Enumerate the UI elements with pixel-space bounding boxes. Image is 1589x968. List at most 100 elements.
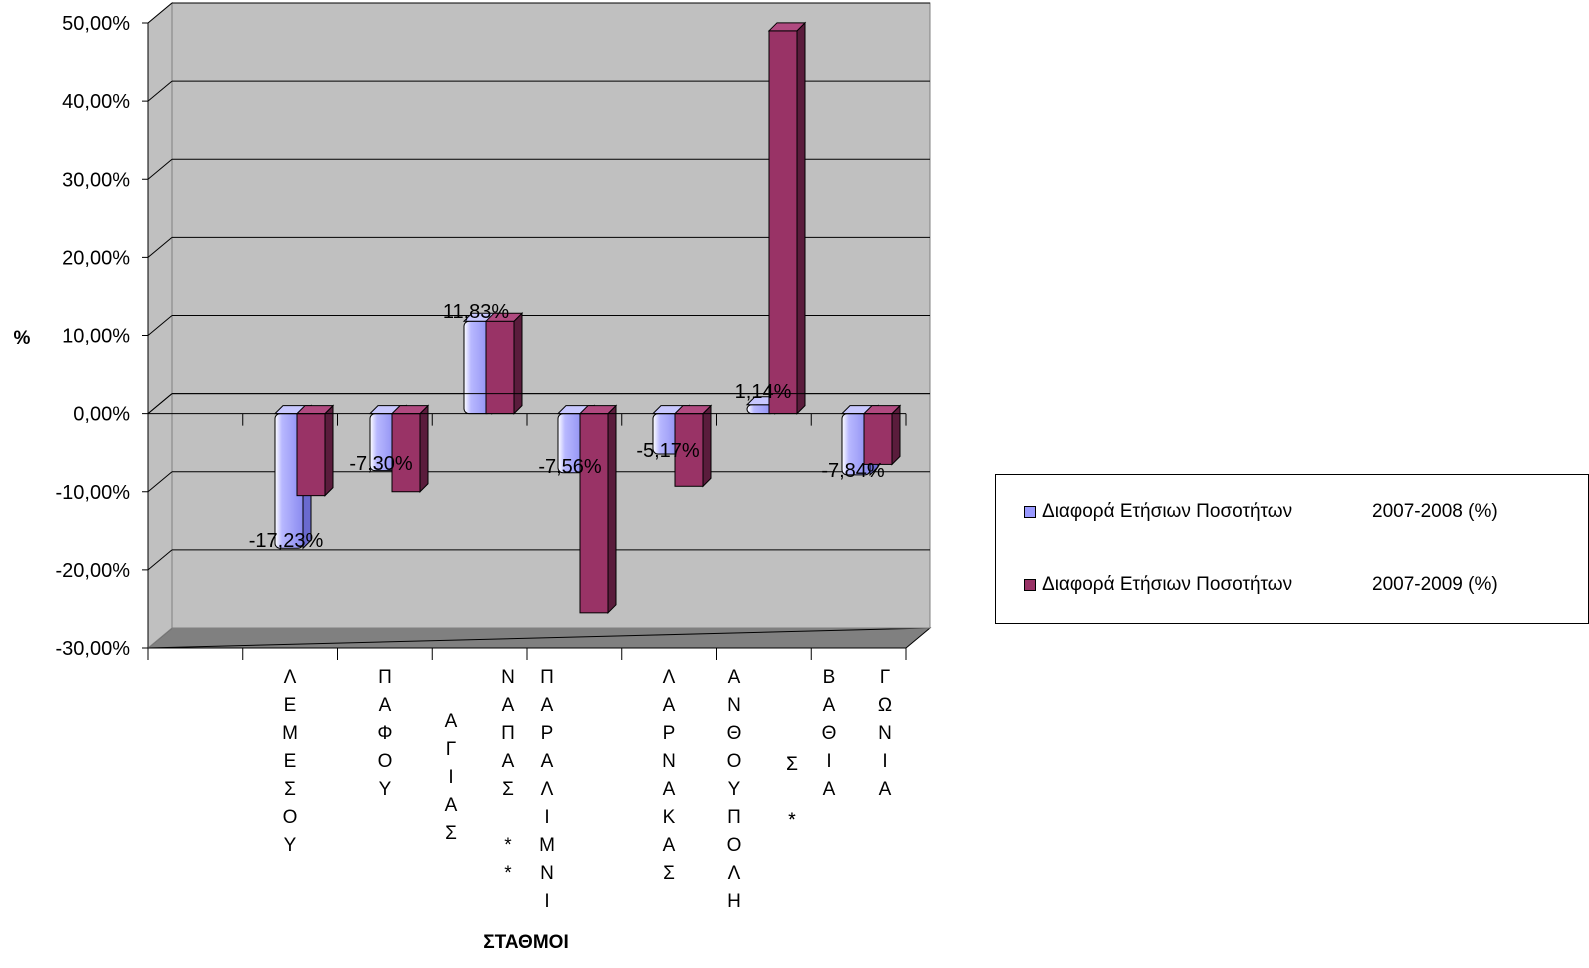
x-category-letter: Θ <box>727 723 742 744</box>
legend-swatch-series-2 <box>1024 579 1036 591</box>
bar-side <box>513 311 523 415</box>
x-category-letter: Λ <box>728 863 741 884</box>
x-category-letter: Ε <box>284 751 297 772</box>
x-category-letter: Ι <box>448 767 453 788</box>
x-category-letter: Α <box>728 667 741 688</box>
bar-series-2 <box>295 404 335 497</box>
x-category-letter: Α <box>879 779 892 800</box>
x-category-letter: Υ <box>728 779 741 800</box>
y-tick-label: -30,00% <box>56 638 131 660</box>
legend-item-series-2: Διαφορά Ετήσιων Ποσοτήτων 2007-2009 (%) <box>1024 574 1498 596</box>
y-tick-label: -10,00% <box>56 482 131 504</box>
bar-front <box>296 413 326 497</box>
bar-side <box>324 404 334 497</box>
x-category-letter: Α <box>663 779 676 800</box>
x-category-label: Σ* <box>786 754 798 831</box>
x-category-letter: Β <box>823 667 836 688</box>
y-tick-label: -20,00% <box>56 560 131 582</box>
x-category-letter: Υ <box>379 779 392 800</box>
bar-series-1 <box>745 395 785 415</box>
gridline <box>147 80 173 102</box>
legend-period: 2007-2008 (%) <box>1372 501 1498 522</box>
x-axis-title: ΣΤΑΘΜΟΙ <box>483 932 568 953</box>
x-category-letter: Α <box>502 751 515 772</box>
bar-front <box>674 413 704 487</box>
x-category-letter: Η <box>727 891 741 912</box>
x-category-letter: Ο <box>283 807 298 828</box>
y-tick-label: 10,00% <box>62 326 130 348</box>
x-category-letter: Σ <box>786 754 798 775</box>
gridline <box>147 471 173 493</box>
x-category-letter: Ο <box>727 751 742 772</box>
gridline <box>147 315 173 336</box>
bar-side <box>796 21 806 415</box>
bar-side <box>702 404 712 488</box>
data-label: 1,14% <box>735 381 792 403</box>
y-tick-label: 20,00% <box>62 247 130 269</box>
bar-series-2 <box>673 404 713 488</box>
bar-top <box>767 22 807 32</box>
x-category-letter: Λ <box>663 667 676 688</box>
data-label: -17,23% <box>249 530 324 552</box>
bar-series-2 <box>578 404 618 615</box>
x-category-letter: Ο <box>378 751 393 772</box>
x-category-letter: Ν <box>662 751 676 772</box>
legend-label: Διαφορά Ετήσιων Ποσοτήτων <box>1042 574 1293 595</box>
x-category-letter: Σ <box>663 863 675 884</box>
gridline <box>147 158 173 180</box>
x-category-letter: Α <box>823 695 836 716</box>
bar-side <box>419 404 429 493</box>
data-label: -7,56% <box>538 456 602 478</box>
bar-side <box>891 404 901 466</box>
x-category-letter: Α <box>445 711 458 732</box>
x-category-letter: Ν <box>878 723 892 744</box>
x-category-letter: Π <box>378 667 392 688</box>
bar-side <box>607 404 617 615</box>
bar-front <box>863 413 893 465</box>
bar-series-2 <box>390 404 430 493</box>
x-axis <box>147 393 930 660</box>
legend: Διαφορά Ετήσιων Ποσοτήτων 2007-2008 (%) … <box>995 474 1589 624</box>
x-category-letter: Λ <box>284 667 297 688</box>
y-tick-label: 30,00% <box>62 169 130 191</box>
x-category-letter: Λ <box>541 779 554 800</box>
data-labels: -17,23% -7,30% 11,83% -7,56% -5,17% 1,14% -7,8… <box>249 301 885 552</box>
gridline <box>147 2 173 24</box>
zero-line-depth <box>147 393 173 415</box>
legend-swatch-series-1 <box>1024 506 1036 518</box>
y-tick-label: 50,00% <box>62 13 130 35</box>
y-tick-label: 0,00% <box>73 404 130 426</box>
x-category-letter: Γ <box>446 739 456 760</box>
x-category-letter: Σ <box>786 754 798 775</box>
legend-item-series-1: Διαφορά Ετήσιων Ποσοτήτων 2007-2008 (%) <box>1024 501 1498 523</box>
x-category-letter: Μ <box>282 723 298 744</box>
x-category-letter: Σ <box>445 823 457 844</box>
x-category-letter: Ρ <box>541 723 554 744</box>
x-category-letter: * <box>788 810 796 831</box>
legend-period: 2007-2009 (%) <box>1372 574 1498 595</box>
x-category-letter: Ο <box>727 835 742 856</box>
data-label: -7,84% <box>821 460 885 482</box>
y-tick-label: 40,00% <box>62 91 130 113</box>
x-category-label: Σ* <box>786 754 798 831</box>
x-category-letter: Α <box>663 835 676 856</box>
x-category-letter: Υ <box>284 835 297 856</box>
x-category-letter: Ν <box>540 863 554 884</box>
data-label: -7,30% <box>349 453 413 475</box>
x-category-letter: Ρ <box>663 723 676 744</box>
gridline <box>147 236 173 258</box>
bar-front <box>391 413 421 493</box>
y-axis-title: % <box>14 328 31 349</box>
x-category-letter: Α <box>445 795 458 816</box>
bar-series-2 <box>862 404 902 466</box>
bars <box>273 21 902 615</box>
x-category-letter: Ν <box>727 695 741 716</box>
x-category-letter: Ι <box>826 751 831 772</box>
